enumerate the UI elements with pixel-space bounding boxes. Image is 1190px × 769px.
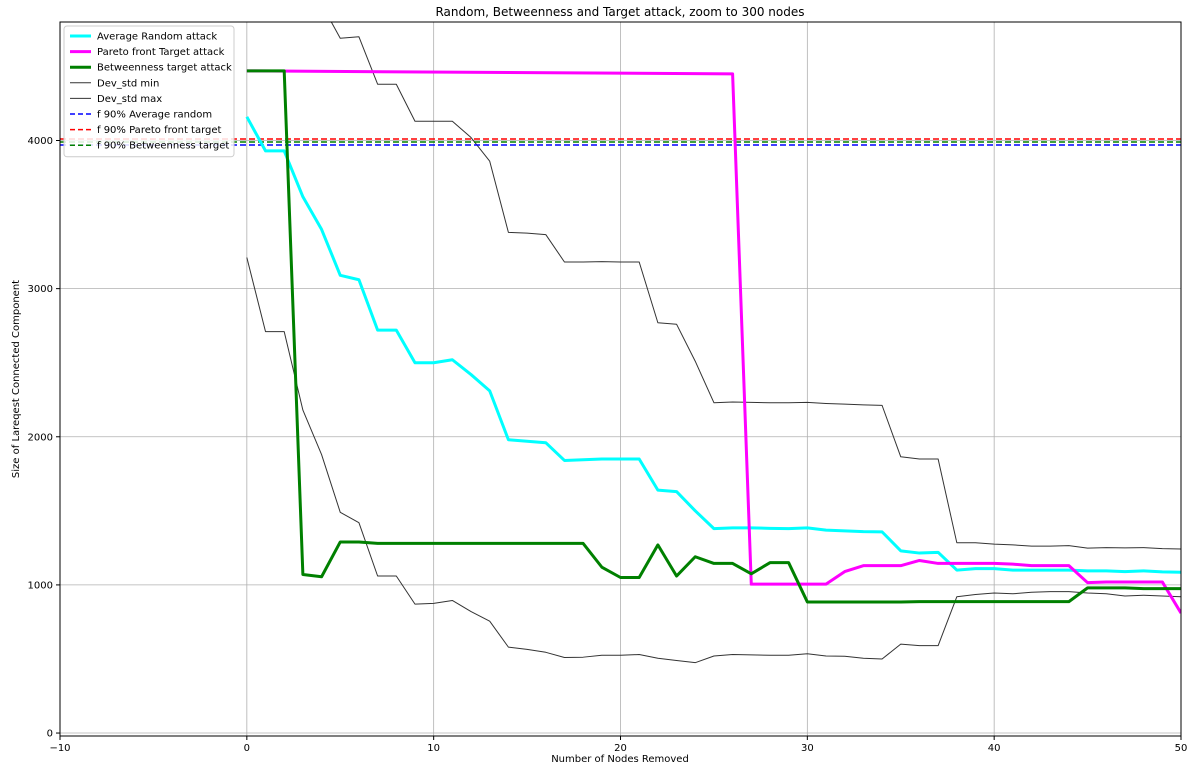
legend-label: Pareto front Target attack xyxy=(97,47,225,58)
legend-label: f 90% Average random xyxy=(97,110,212,121)
legend-label: f 90% Pareto front target xyxy=(97,125,222,136)
legend-label: Dev_std max xyxy=(97,94,162,105)
chart-title: Random, Betweenness and Target attack, z… xyxy=(435,5,804,19)
y-tick-label: 2000 xyxy=(28,432,53,443)
legend-label: Betweenness target attack xyxy=(97,63,232,74)
series-line-dev-std-max xyxy=(330,22,1181,550)
y-tick-label: 1000 xyxy=(28,580,53,591)
legend-box xyxy=(63,25,235,158)
legend-label: Average Random attack xyxy=(97,32,217,43)
series-line-average-random-attack xyxy=(245,116,1181,574)
legend: Average Random attack Pareto front Target… xyxy=(63,25,235,158)
x-tick-label: 50 xyxy=(1175,743,1188,754)
x-tick-label: 40 xyxy=(988,743,1001,754)
legend-label: f 90% Betweenness target xyxy=(97,141,229,152)
series-group xyxy=(60,22,1181,664)
y-tick-label: 3000 xyxy=(28,284,53,295)
y-tick-label: 4000 xyxy=(28,136,53,147)
legend-label: Dev_std min xyxy=(97,78,159,89)
x-axis-label: Number of Nodes Removed xyxy=(551,754,689,765)
x-tick-label: 10 xyxy=(427,743,440,754)
x-tick-label: 0 xyxy=(244,743,250,754)
x-ticks: −10 0 10 20 30 40 50 xyxy=(49,736,1187,754)
y-axis-label: Size of Lareqest Connected Component xyxy=(11,280,22,478)
series-line-pareto-front-target-attack xyxy=(246,69,1181,614)
x-tick-label: 30 xyxy=(801,743,814,754)
y-tick-label: 0 xyxy=(47,729,53,740)
series-line-dev-std-min xyxy=(246,257,1181,664)
series-line-betweenness-target-attack xyxy=(246,69,1181,604)
grid-lines xyxy=(59,22,1182,736)
x-tick-label: 20 xyxy=(614,743,627,754)
y-ticks: 0 1000 2000 3000 4000 xyxy=(28,136,60,740)
x-tick-label: −10 xyxy=(49,743,70,754)
